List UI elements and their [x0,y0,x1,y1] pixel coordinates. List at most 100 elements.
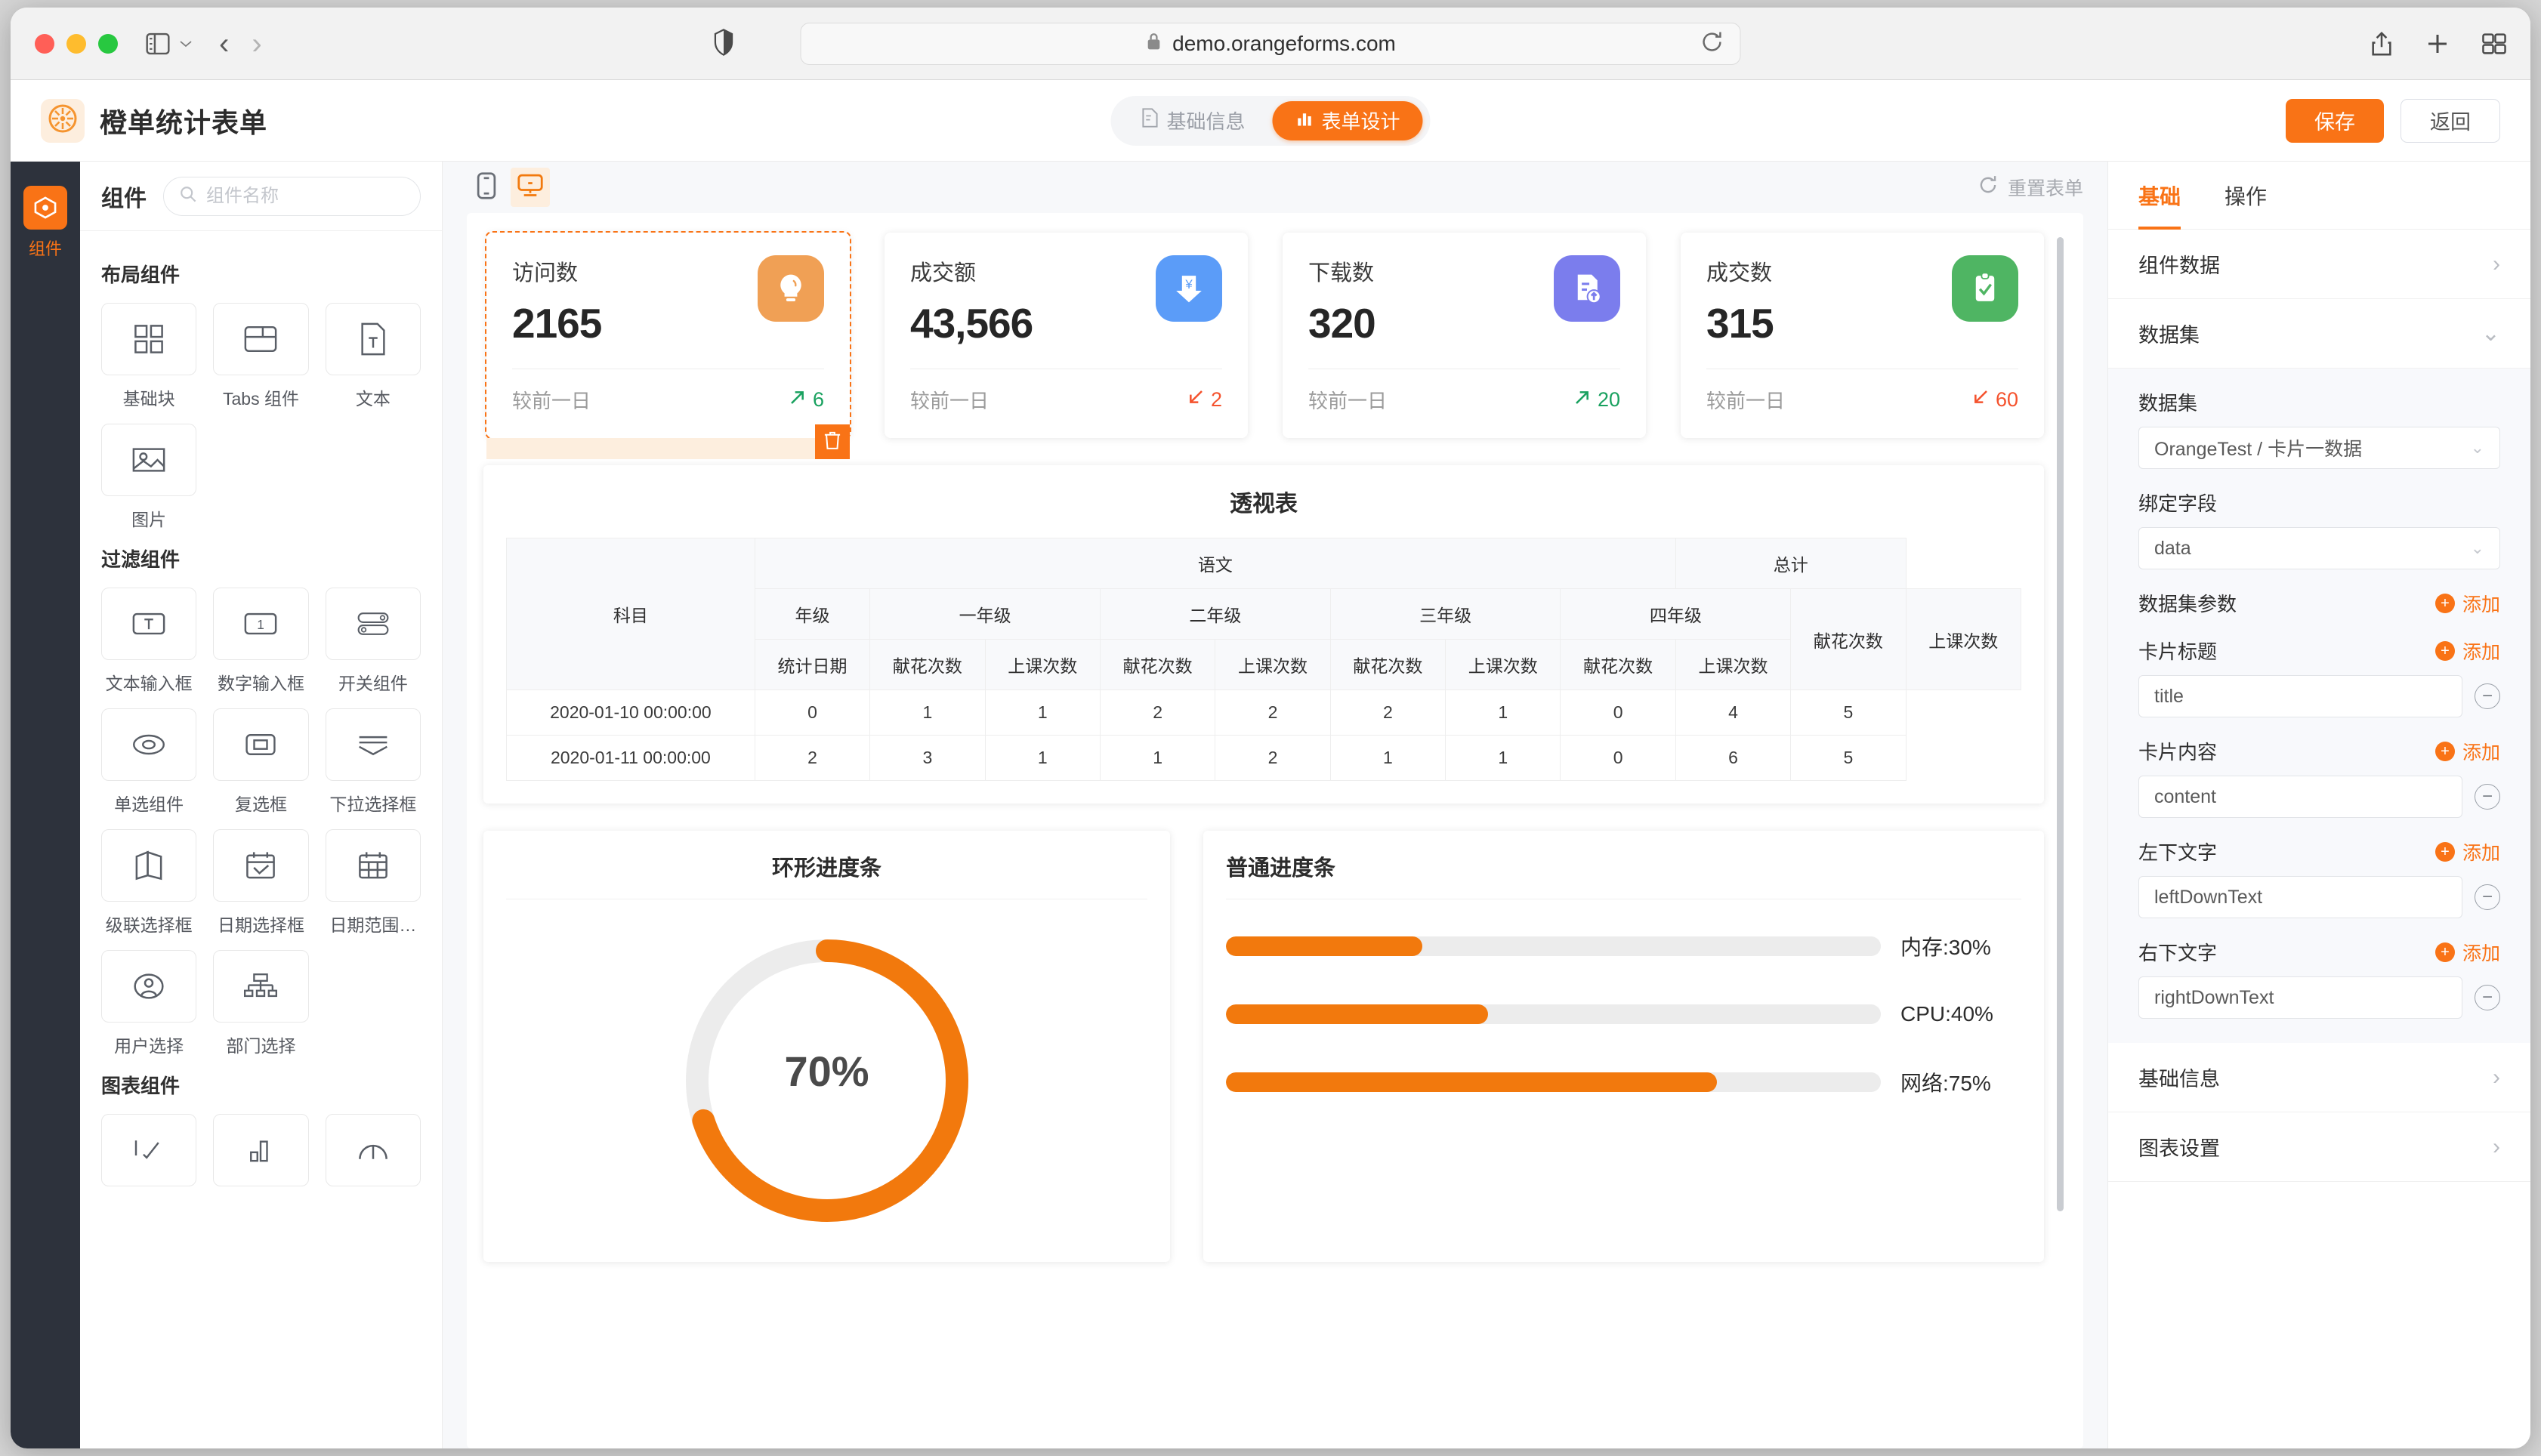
stat-card[interactable]: 访问数 2165 较前一日 [485,231,851,459]
left-down-text-input[interactable]: leftDownText [2138,876,2462,918]
arrow-up-right-icon [1573,388,1592,412]
canvas-scrollbar[interactable] [2057,237,2064,1211]
chevron-right-icon: › [2493,1064,2500,1090]
prop-section-label: 数据集 [2138,324,2200,347]
pivot-cell: 1 [869,689,986,736]
stat-card-delta: 60 [1971,388,2018,412]
prop-section-chart-settings[interactable]: 图表设置 › [2108,1112,2530,1182]
component-item-text-input[interactable]: 文本输入框 [101,588,197,695]
new-tab-icon[interactable] [2426,32,2449,55]
form-canvas[interactable]: 访问数 2165 较前一日 [467,213,2083,1448]
minimize-window-button[interactable] [66,33,86,54]
component-item-radio[interactable]: 单选组件 [101,708,197,816]
radio-icon [101,708,197,781]
progress-bar-fill [1226,1072,1718,1092]
component-item-checkbox[interactable]: 复选框 [213,708,309,816]
right-down-text-input[interactable]: rightDownText [2138,976,2462,1019]
pivot-cell: 1 [1445,735,1561,781]
back-icon[interactable]: ‹ [219,26,230,60]
pivot-header-cell: 上课次数 [1445,639,1561,690]
stat-card[interactable]: 成交数 315 较前一日 [1681,233,2044,438]
maximize-window-button[interactable] [98,33,118,54]
ring-progress-panel[interactable]: 环形进度条 70% [483,831,1171,1262]
stat-card[interactable]: 下载数 320 较前一日 [1283,233,1646,438]
prop-section-dataset[interactable]: 数据集 ⌄ [2108,299,2530,369]
component-item-image[interactable]: 图片 [101,424,197,531]
component-item-gauge-chart[interactable] [325,1114,421,1195]
tab-overview-icon[interactable] [2482,32,2506,54]
lightbulb-icon [758,255,824,322]
search-input[interactable] [206,185,405,207]
prop-section-component-data[interactable]: 组件数据 › [2108,230,2530,299]
tab-operations[interactable]: 操作 [2225,184,2268,208]
stat-card-foot-label: 较前一日 [1706,390,1786,412]
palette-group-filter: 文本输入框 1 数字输入框 开关组件 [101,588,421,1057]
device-desktop-button[interactable] [511,168,550,207]
component-item-number-input[interactable]: 1 数字输入框 [213,588,309,695]
bind-field-select[interactable]: data ⌄ [2138,527,2500,569]
component-item-user-select[interactable]: 用户选择 [101,950,197,1057]
table-row: 2020-01-10 00:00:00 0 1 1 2 2 2 1 0 4 [506,689,2021,736]
pivot-table-panel[interactable]: 透视表 科目 语文 总计 年级 一年级 [483,465,2044,804]
gauge-chart-icon [325,1114,421,1186]
device-mobile-button[interactable] [467,168,506,207]
component-item-line-chart[interactable] [101,1114,197,1195]
add-card-title-button[interactable]: + 添加 [2434,637,2500,665]
pivot-cell: 2 [1099,689,1216,736]
pivot-header-cell: 科目 [506,538,755,690]
component-item-dept-select[interactable]: 部门选择 [213,950,309,1057]
remove-left-down-text-button[interactable]: − [2475,884,2500,910]
component-item-basic-block[interactable]: 基础块 [101,303,197,410]
remove-card-title-button[interactable]: − [2475,683,2500,709]
save-button[interactable]: 保存 [2286,98,2384,143]
component-item-date-picker[interactable]: 日期选择框 [213,829,309,936]
component-item-tabs[interactable]: Tabs 组件 [213,303,309,410]
tab-form-design[interactable]: 表单设计 [1272,100,1423,140]
pivot-header-cell: 二年级 [1099,588,1331,640]
reload-icon[interactable] [1701,30,1724,57]
back-button[interactable]: 返回 [2401,98,2500,143]
text-input-icon [101,588,197,660]
component-item-date-range[interactable]: 日期范围… [325,829,421,936]
prop-section-basic-info[interactable]: 基础信息 › [2108,1043,2530,1112]
reset-form-button[interactable]: 重置表单 [1978,174,2083,201]
address-bar-url: demo.orangeforms.com [1172,31,1396,55]
component-item-switch[interactable]: 开关组件 [325,588,421,695]
component-item-cascader[interactable]: 级联选择框 [101,829,197,936]
add-card-content-button[interactable]: + 添加 [2434,738,2500,765]
remove-card-content-button[interactable]: − [2475,784,2500,810]
delete-card-button[interactable] [815,424,850,459]
field-label: 数据集参数 [2138,593,2237,615]
tab-basic-info[interactable]: 基础信息 [1118,101,1267,140]
add-left-down-text-button[interactable]: + 添加 [2434,838,2500,865]
bind-field-select-value: data [2154,537,2191,559]
rail-item-components[interactable]: 组件 [23,186,67,260]
field-label: 右下文字 [2138,942,2218,964]
card-content-input[interactable]: content [2138,776,2462,818]
address-bar[interactable]: demo.orangeforms.com [800,22,1741,65]
tab-basic[interactable]: 基础 [2138,162,2181,230]
sidebar-toggle-icon[interactable] [145,32,171,55]
remove-right-down-text-button[interactable]: − [2475,985,2500,1010]
forward-icon[interactable]: › [252,26,262,60]
chevron-down-icon: ⌄ [2481,321,2500,346]
dataset-select[interactable]: OrangeTest / 卡片一数据 ⌄ [2138,427,2500,469]
palette-group-title-layout: 布局组件 [101,264,181,286]
component-item-bar-chart[interactable] [213,1114,309,1195]
chevron-down-icon[interactable] [178,39,193,49]
add-dataset-param-button[interactable]: + 添加 [2434,590,2500,617]
canvas-column: 重置表单 访问数 2165 [443,162,2107,1448]
component-item-text[interactable]: 文本 [325,303,421,410]
component-item-dropdown[interactable]: 下拉选择框 [325,708,421,816]
add-label: 添加 [2462,641,2500,663]
close-window-button[interactable] [35,33,54,54]
share-icon[interactable] [2370,31,2393,57]
add-right-down-text-button[interactable]: + 添加 [2434,939,2500,966]
tab-basic-info-label: 基础信息 [1166,110,1246,133]
progress-bars-panel[interactable]: 普通进度条 内存:30% [1203,831,2044,1262]
card-title-input[interactable]: title [2138,675,2462,717]
field-right-down-text: 右下文字 + 添加 rightDownText − [2138,938,2500,1019]
shield-icon[interactable] [713,29,734,56]
stat-card[interactable]: 成交额 43,566 ¥ 较前一日 [885,233,1248,438]
search-box[interactable] [163,176,421,216]
